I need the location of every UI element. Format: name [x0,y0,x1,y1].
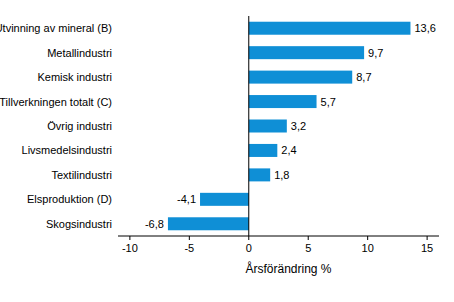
data-label: 13,6 [414,22,435,34]
chart: Utvinning av mineral (B) Metallindustri Ke… [0,0,454,302]
bar [249,22,411,35]
tick-label: 15 [421,242,433,254]
category-label: Textilindustri [51,169,112,181]
category-label: Livsmedelsindustri [22,144,112,156]
tick-label: -10 [122,242,138,254]
tick [367,236,368,240]
tick-label: 0 [246,242,252,254]
tick-label: 5 [305,242,311,254]
category-label: Metallindustri [47,47,112,59]
zero-line [248,16,249,236]
bar [249,144,278,157]
axis-title: Årsförändring % [245,261,331,276]
bar [249,168,270,181]
data-label: 9,7 [368,47,383,59]
tick [427,236,428,240]
tick [248,236,249,240]
category-label: Tillverkningen totalt (C) [0,96,112,108]
bar [249,71,352,84]
x-axis [118,236,439,237]
tick-label: 10 [362,242,374,254]
data-label: 5,7 [321,96,336,108]
category-label: Kemisk industri [37,71,112,83]
data-label: -4,1 [177,193,196,205]
data-label: 3,2 [291,120,306,132]
tick [308,236,309,240]
category-label: Skogsindustri [46,218,112,230]
bar [249,46,364,59]
bar [168,217,249,230]
bar [249,120,287,133]
bar [249,95,317,108]
tick-label: -5 [184,242,194,254]
data-label: -6,8 [145,218,164,230]
tick [129,236,130,240]
bars [168,22,411,231]
bar [200,193,249,206]
tick [189,236,190,240]
data-label: 8,7 [356,71,371,83]
category-label: Övrig industri [47,120,112,132]
category-label: Elsproduktion (D) [27,193,112,205]
category-label: Utvinning av mineral (B) [0,22,112,34]
data-label: 2,4 [281,144,296,156]
data-label: 1,8 [274,169,289,181]
